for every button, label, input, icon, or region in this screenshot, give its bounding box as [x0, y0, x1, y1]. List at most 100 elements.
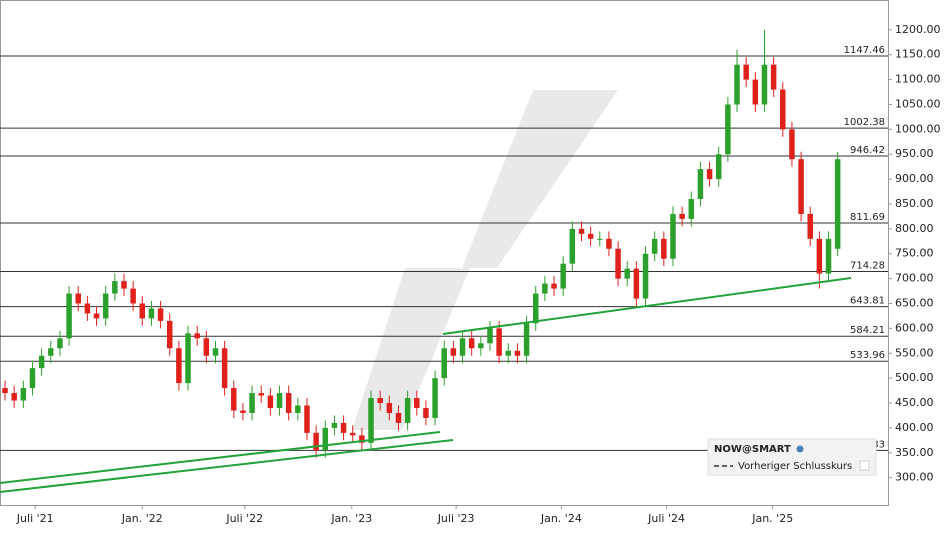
candle-body: [102, 293, 109, 319]
y-tick-label: 950.00: [895, 147, 934, 160]
candle-body: [816, 238, 823, 274]
trendline: [0, 431, 441, 484]
candle-body: [606, 238, 612, 249]
candle-body: [84, 303, 91, 314]
candle-body: [48, 348, 54, 356]
candle-body: [780, 89, 786, 130]
candle-body: [560, 263, 566, 289]
level-label: 1147.46: [844, 45, 885, 56]
y-tick-label: 450.00: [895, 396, 934, 409]
candle-body: [185, 333, 191, 384]
y-tick-label: 700.00: [895, 272, 934, 285]
candle-body: [615, 248, 621, 279]
candle-body: [450, 348, 457, 356]
candle-body: [587, 233, 594, 239]
trendline: [0, 439, 454, 493]
candle-body: [304, 405, 310, 433]
candle-body: [249, 393, 255, 413]
candle-body: [157, 308, 164, 321]
candle-body: [551, 283, 557, 289]
candle-body: [706, 169, 713, 180]
level-label: 1002.38: [844, 117, 885, 128]
candle-body: [725, 104, 731, 155]
candle-body: [688, 199, 695, 219]
candle-body: [166, 320, 173, 349]
level-label: 714.28: [850, 261, 885, 272]
candle-body: [66, 293, 72, 339]
candle-body: [697, 169, 704, 200]
candle-body: [57, 338, 63, 349]
candle-body: [761, 64, 768, 105]
legend: NOW@SMART Vorheriger Schlusskurs: [707, 438, 877, 476]
trendline: [442, 277, 852, 335]
candle-body: [642, 253, 649, 299]
y-tick-label: 850.00: [895, 197, 934, 210]
candle-body: [807, 213, 813, 239]
candle-body: [661, 238, 667, 259]
y-tick-label: 650.00: [895, 296, 934, 309]
x-tick-label: Juli '23: [437, 512, 475, 525]
candle-body: [734, 64, 740, 105]
candle-body: [340, 422, 347, 433]
candle-body: [404, 398, 411, 423]
candle-body: [569, 228, 576, 264]
candle-body: [532, 293, 539, 324]
y-tick-label: 800.00: [895, 222, 934, 235]
legend-checkbox[interactable]: [859, 460, 870, 471]
candle-body: [670, 213, 676, 259]
candle-body: [139, 303, 146, 319]
candle-body: [231, 388, 237, 411]
candle-body: [267, 395, 274, 408]
legend-label: NOW@SMART: [714, 444, 791, 455]
candle-body: [349, 432, 356, 436]
candle-body: [29, 368, 36, 389]
y-tick-label: 550.00: [895, 346, 934, 359]
candle-body: [597, 238, 603, 240]
y-tick-label: 300.00: [895, 471, 934, 484]
candle-body: [2, 388, 8, 394]
candle-body: [377, 398, 383, 404]
candle-body: [176, 348, 182, 384]
y-tick-label: 1100.00: [895, 73, 941, 86]
candle-body: [468, 338, 475, 349]
candle-body: [432, 378, 438, 418]
candle-body: [651, 238, 658, 254]
candle-body: [459, 338, 466, 356]
y-tick-label: 1050.00: [895, 97, 941, 110]
y-tick-label: 600.00: [895, 321, 934, 334]
y-tick-label: 750.00: [895, 247, 934, 260]
candle-body: [331, 422, 338, 428]
level-label: 811.69: [850, 212, 885, 223]
y-tick-label: 1150.00: [895, 48, 941, 61]
candle-body: [633, 268, 640, 299]
candle-body: [203, 338, 210, 356]
candle-body: [148, 308, 155, 319]
candle-body: [523, 323, 530, 356]
candle-body: [221, 348, 228, 389]
candle-body: [194, 333, 200, 339]
y-tick-label: 350.00: [895, 446, 934, 459]
candle-body: [423, 407, 429, 418]
x-tick-label: Jan. '22: [121, 512, 163, 525]
y-tick-label: 400.00: [895, 421, 934, 434]
candle-body: [395, 412, 402, 423]
candle-body: [752, 79, 759, 105]
legend-icon: [796, 445, 804, 453]
candle-body: [624, 268, 630, 279]
y-tick-label: 900.00: [895, 172, 934, 185]
x-tick-label: Juli '22: [225, 512, 263, 525]
y-tick-label: 500.00: [895, 371, 934, 384]
x-tick-label: Juli '24: [647, 512, 685, 525]
candle-body: [112, 281, 118, 294]
level-label: 643.81: [850, 296, 885, 307]
candle-body: [834, 159, 841, 249]
candle-body: [414, 398, 420, 408]
legend-label: Vorheriger Schlusskurs: [738, 461, 852, 472]
candle-body: [240, 410, 246, 413]
candle-body: [93, 313, 100, 319]
candle-body: [75, 293, 81, 304]
trendlines: [0, 277, 852, 493]
level-label: 946.42: [850, 145, 885, 156]
candle-body: [276, 393, 283, 408]
